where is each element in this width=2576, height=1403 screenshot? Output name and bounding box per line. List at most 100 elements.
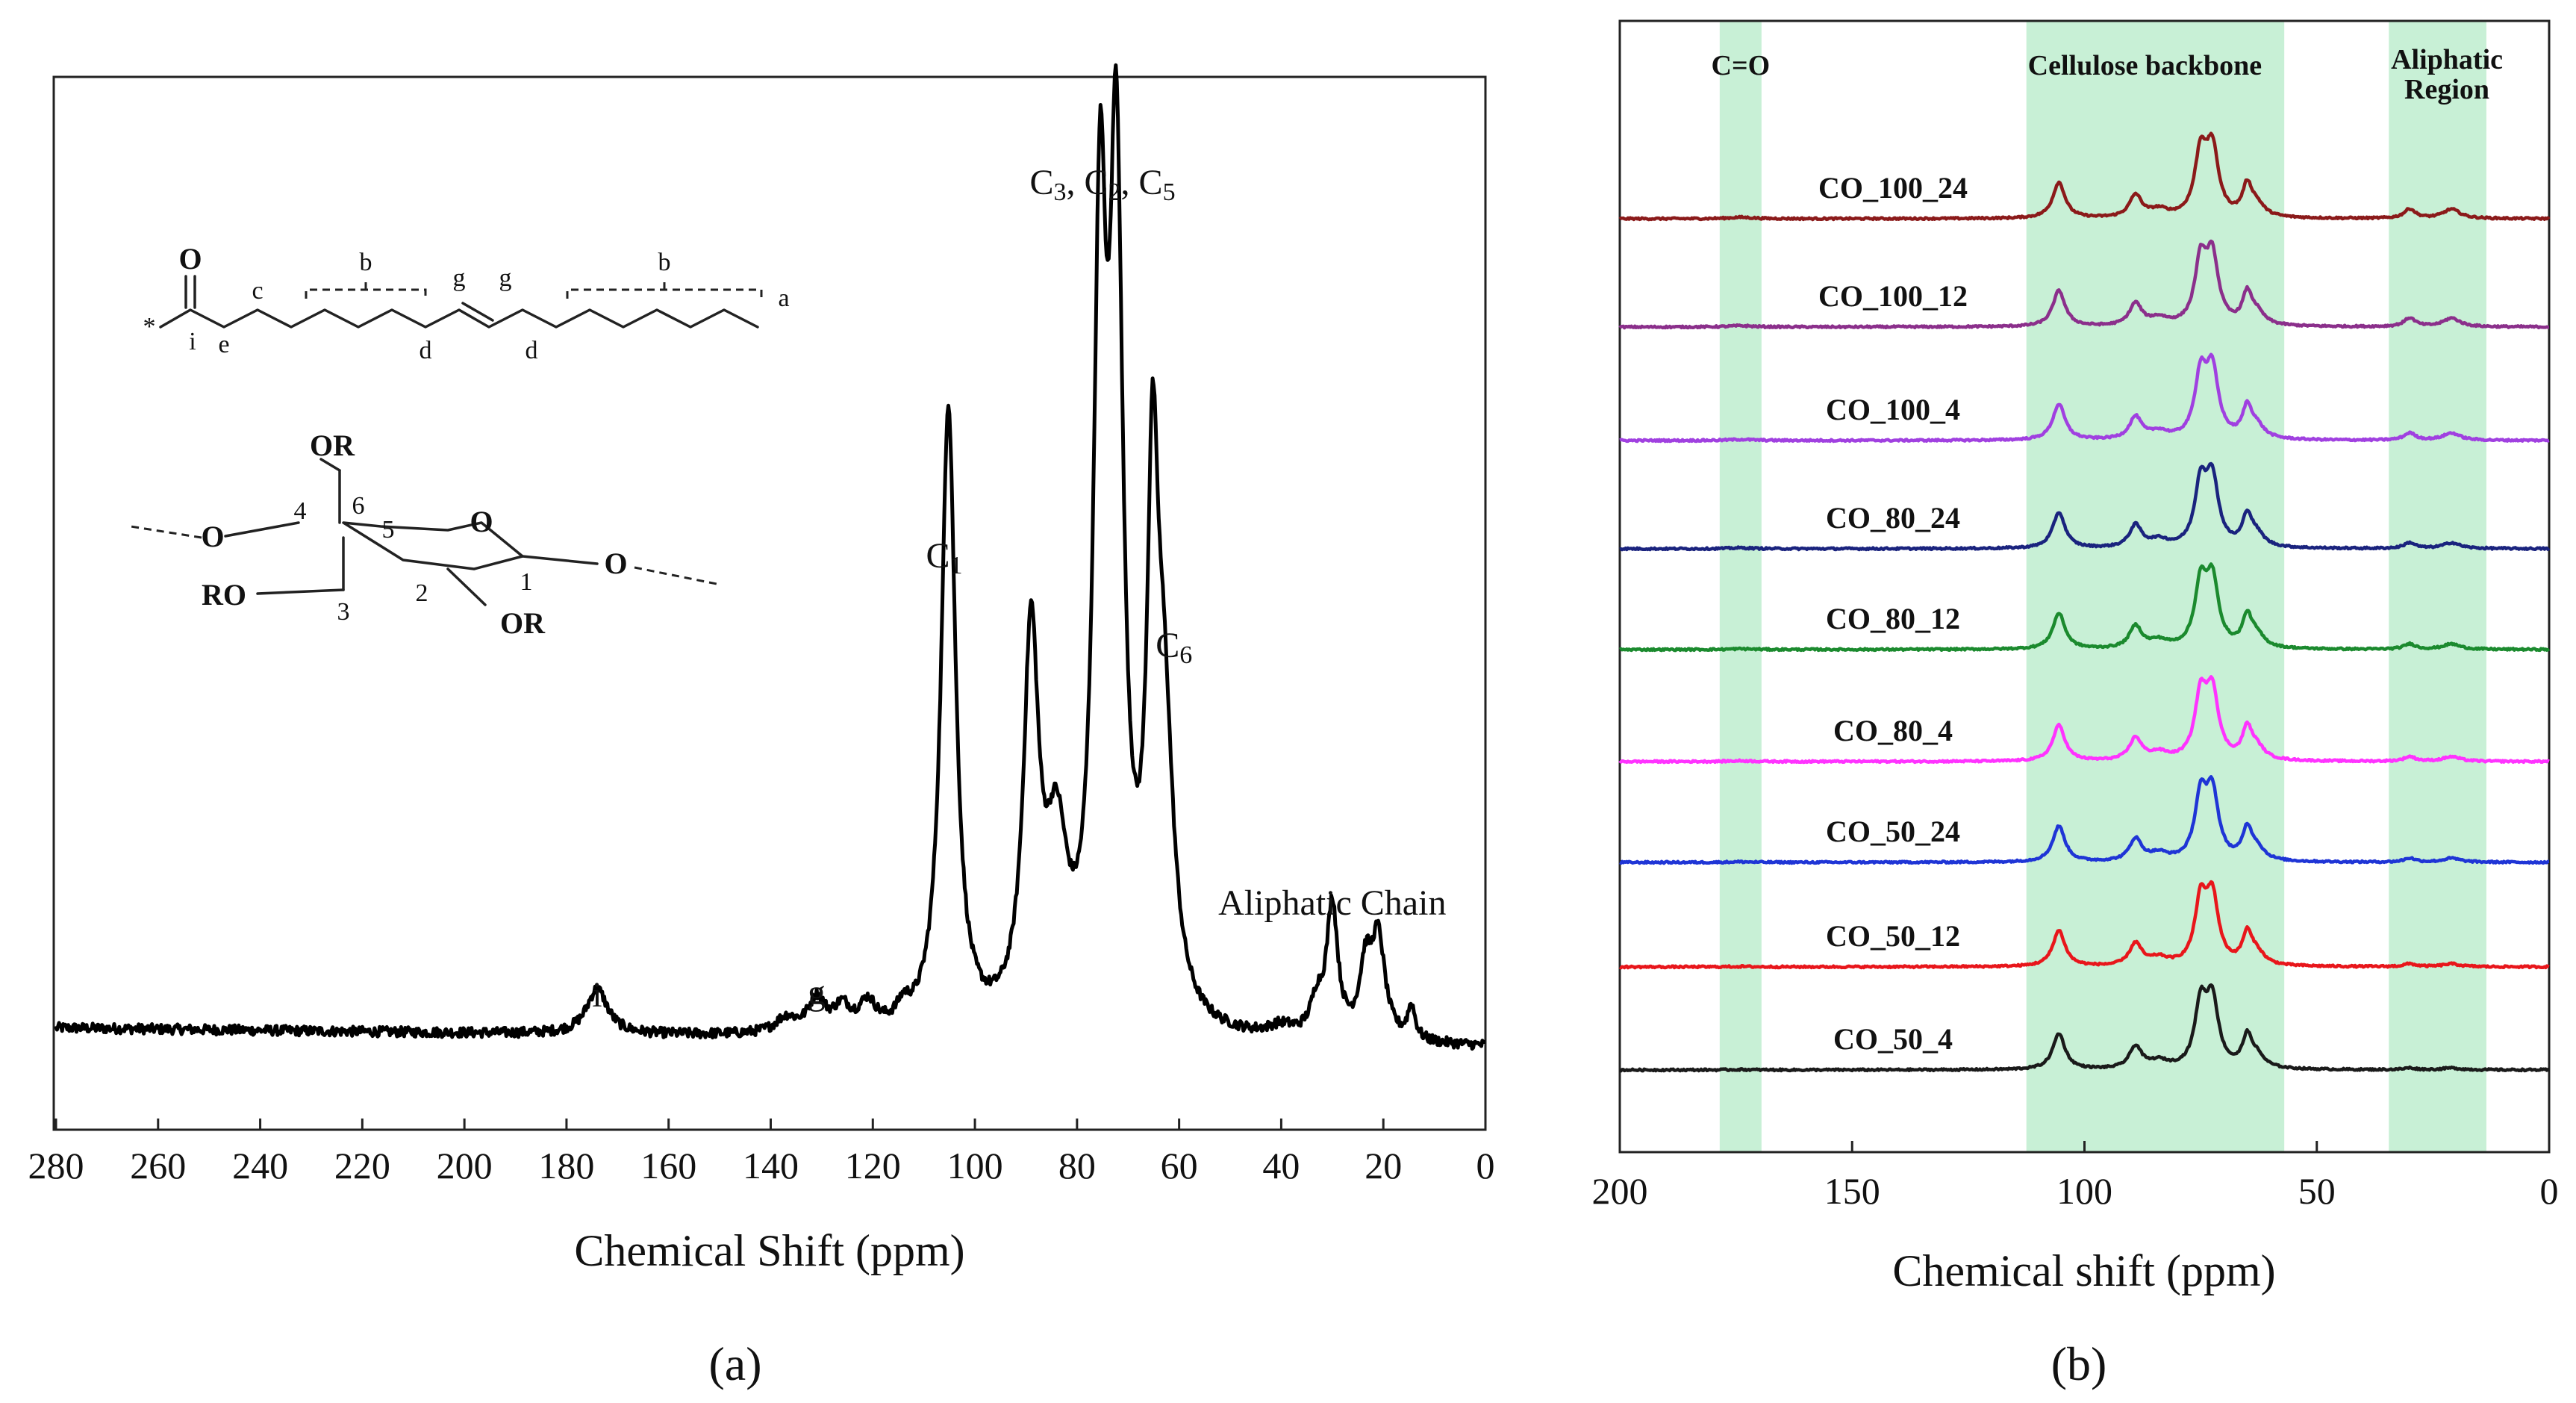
ring-oxygen-label: O <box>470 505 493 538</box>
series-line <box>1619 352 2550 444</box>
x-tick-label-a: 180 <box>538 1145 594 1186</box>
c1-o-bond <box>521 555 599 565</box>
peak-label: C6 <box>1156 626 1192 669</box>
series-label: CO_50_12 <box>1826 919 1960 953</box>
x-tick-label-b: 150 <box>1824 1170 1880 1212</box>
series-line <box>1618 983 2550 1073</box>
series-line <box>1619 775 2550 865</box>
x-tick-label-a: 100 <box>947 1145 1003 1186</box>
highlight-region <box>2389 21 2486 1152</box>
series-label: CO_100_24 <box>1818 171 1968 205</box>
atom-label-b-left: b <box>360 249 372 276</box>
series-label: CO_80_24 <box>1826 501 1960 535</box>
x-tick-label-a: 0 <box>1476 1145 1495 1186</box>
ring-number-3: 3 <box>337 598 350 626</box>
x-tick-label-a: 80 <box>1058 1145 1096 1186</box>
series-label: CO_80_4 <box>1833 714 1953 747</box>
ring-number-5: 5 <box>382 516 395 544</box>
atom-label-e: e <box>218 331 229 358</box>
link-oxygen-left-label: O <box>201 520 224 553</box>
peak-label: C3, C2, C5 <box>1030 163 1176 206</box>
or-top-label: OR <box>310 429 355 462</box>
c6-or-bond <box>319 458 341 472</box>
ring-number-1: 1 <box>520 568 533 596</box>
carbonyl-oxygen-label: O <box>178 242 202 276</box>
panel-a-plot-frame <box>52 75 1487 1131</box>
panel-a-peak-labels: i g C1 C3, C2, C5 C6 Aliphatic Chain <box>592 163 1446 1015</box>
x-tick-label-a: 200 <box>437 1145 493 1186</box>
bracket-b-right <box>566 281 763 299</box>
spectrum-line-a <box>54 63 1487 1051</box>
panel-a-x-axis-title: Chemical Shift (ppm) <box>574 1226 964 1275</box>
panel-b-x-axis-title: Chemical shift (ppm) <box>1892 1246 2275 1295</box>
highlight-region <box>1719 21 1762 1152</box>
peak-label: g <box>808 973 826 1012</box>
star-label: * <box>143 313 156 340</box>
x-tick-label-b: 100 <box>2056 1170 2112 1212</box>
series-label: CO_100_4 <box>1826 393 1960 426</box>
ring-number-6: 6 <box>352 492 365 520</box>
region-label: C=O <box>1712 50 1771 81</box>
panel-b-spectra: C=O Cellulose backbone Aliphatic Region CO_… <box>1592 19 2559 1390</box>
panel-b-highlight-regions: C=O Cellulose backbone Aliphatic Region <box>1712 21 2503 1152</box>
peak-label: C1 <box>926 536 963 579</box>
series-label: CO_50_24 <box>1826 815 1960 848</box>
glycosidic-dash-right <box>634 566 717 585</box>
x-tick-label-a: 260 <box>130 1145 186 1186</box>
atom-label-d-right: d <box>526 337 538 364</box>
series-line <box>1618 675 2550 765</box>
atom-label-g-left: g <box>453 264 466 292</box>
x-tick-label-a: 40 <box>1262 1145 1300 1186</box>
x-tick-label-b: 50 <box>2298 1170 2336 1212</box>
cellulose-ring-structure: O O O OR RO OR 1 2 3 4 5 6 <box>130 429 717 640</box>
c3-ro-bond-2 <box>256 588 345 595</box>
atom-label-d-left: d <box>420 337 432 364</box>
peak-label: i <box>592 975 602 1015</box>
x-tick-label-b: 200 <box>1592 1170 1648 1212</box>
atom-label-a: a <box>778 284 789 312</box>
ring-number-2: 2 <box>416 579 428 607</box>
x-tick-label-a: 20 <box>1365 1145 1402 1186</box>
series-line <box>1619 461 2551 552</box>
x-tick-label-a: 140 <box>743 1145 799 1186</box>
series-label: CO_80_12 <box>1826 602 1960 635</box>
series-line <box>1618 239 2550 330</box>
region-label: Cellulose backbone <box>2028 50 2262 81</box>
fatty-acid-chain-bonds <box>159 308 759 329</box>
series-line <box>1618 131 2551 222</box>
x-tick-label-b: 0 <box>2540 1170 2559 1212</box>
x-tick-label-a: 240 <box>232 1145 288 1186</box>
series-label: CO_100_12 <box>1818 279 1968 313</box>
panel-b-x-ticks: 200 150 100 50 0 <box>1592 1141 2559 1212</box>
series-line <box>1618 562 2551 653</box>
c2-or-bond <box>446 567 487 606</box>
ring-bonds <box>342 521 524 570</box>
ring-number-4: 4 <box>294 497 307 525</box>
series-label: CO_50_4 <box>1833 1022 1953 1056</box>
ro-left-label: RO <box>202 578 246 612</box>
x-tick-label-a: 60 <box>1161 1145 1198 1186</box>
double-bond-line <box>461 302 494 322</box>
highlight-region <box>2026 21 2285 1152</box>
x-tick-label-a: 160 <box>640 1145 696 1186</box>
series-line <box>1618 880 2550 970</box>
x-tick-label-a: 220 <box>334 1145 390 1186</box>
panel-a-x-ticks: 280 260 240 220 200 180 160 140 120 100 80 60 40 20 0 <box>28 1119 1495 1186</box>
region-label: Aliphatic Region <box>2391 44 2503 105</box>
fatty-acid-structure: O * i e c b d g g d b a <box>143 242 790 364</box>
panel-b-series-lines: CO_100_24 CO_100_12 CO_100_4 CO_80_24 CO_80_… <box>1618 131 2551 1073</box>
x-tick-label-a: 280 <box>28 1145 84 1186</box>
panel-a-spectrum: O * i e c b d g g d b a O O O <box>28 63 1495 1390</box>
link-oxygen-right-label: O <box>604 547 627 580</box>
glycosidic-dash-left <box>130 525 202 539</box>
atom-label-g-right: g <box>499 264 512 292</box>
c4-o-bond <box>224 521 300 538</box>
x-tick-label-a: 120 <box>845 1145 901 1186</box>
bracket-b-left <box>305 281 427 299</box>
atom-label-i: i <box>189 328 196 355</box>
atom-label-b-right: b <box>658 249 671 276</box>
peak-label: Aliphatic Chain <box>1218 883 1446 923</box>
panel-b-label: (b) <box>2051 1337 2107 1390</box>
or-bottom-label: OR <box>500 606 546 640</box>
